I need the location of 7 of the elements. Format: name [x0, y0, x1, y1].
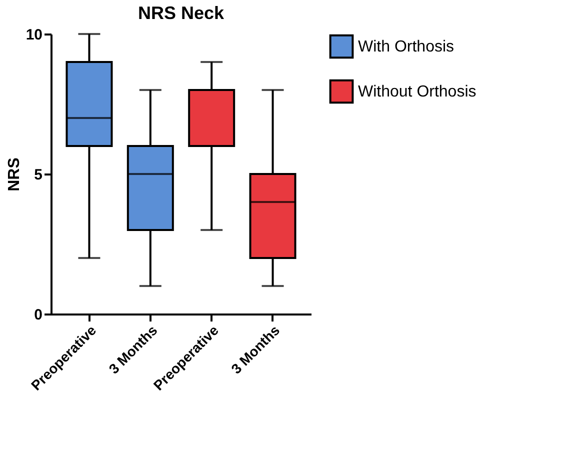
chart-title: NRS Neck [138, 3, 225, 23]
y-tick-label: 0 [34, 306, 42, 324]
legend-label: With Orthosis [358, 38, 454, 56]
legend-label: Without Orthosis [358, 84, 476, 100]
y-tick-label: 10 [26, 26, 42, 44]
y-axis-title: NRS [6, 157, 23, 192]
y-tick-label: 5 [34, 166, 42, 184]
